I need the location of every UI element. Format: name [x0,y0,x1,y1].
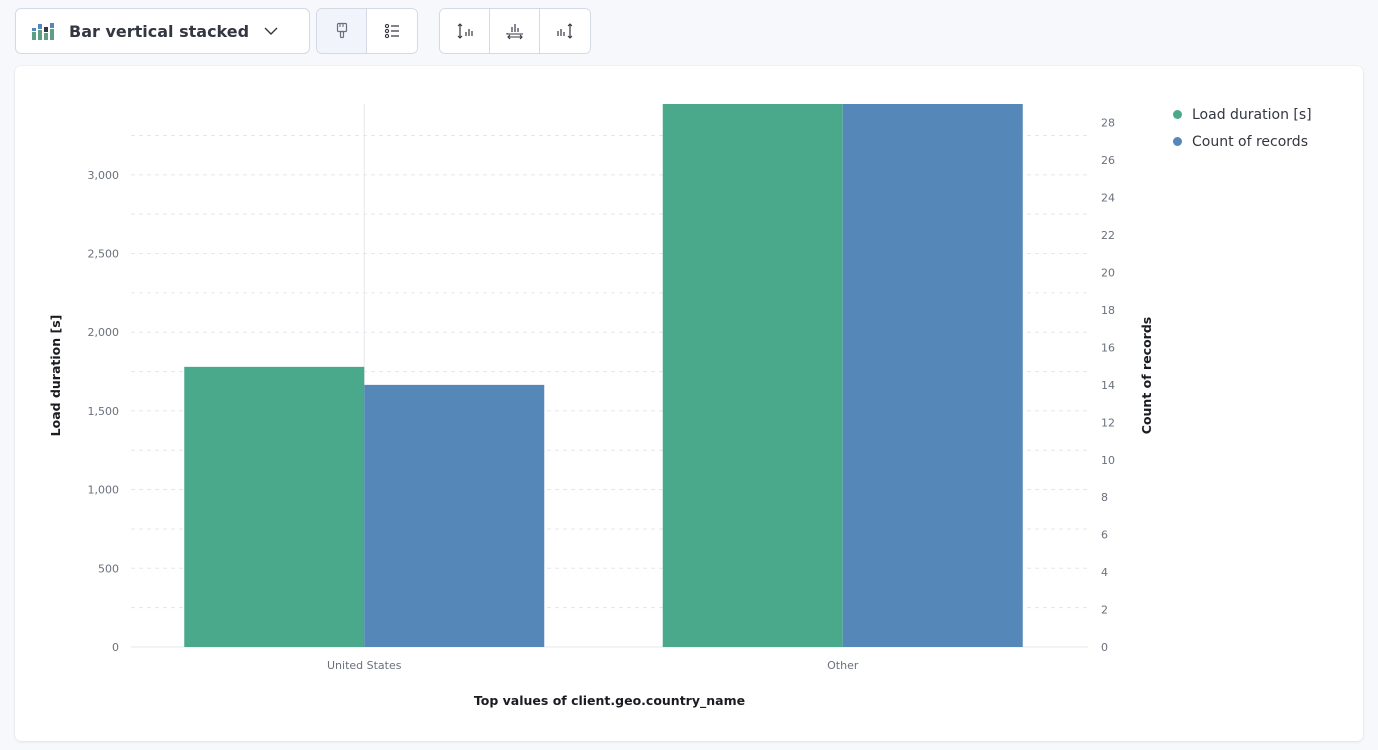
bottom-axis-icon [505,22,525,40]
bar-load-duration-s--united-states [184,366,365,647]
y2-tick-label: 22 [1101,229,1115,242]
legend-label: Load duration [s] [1192,106,1312,123]
legend-label: Count of records [1192,133,1308,150]
chart-type-label: Bar vertical stacked [69,21,250,41]
bar-count-of-records-other [842,104,1023,647]
y2-tick-label: 0 [1101,641,1108,654]
legend-dot [1173,137,1182,146]
y2-tick-label: 10 [1101,454,1115,467]
bar-load-duration-s--other [662,104,843,647]
chevron-down-icon [263,26,279,36]
y2-tick-label: 28 [1101,117,1115,130]
y2-tick-label: 24 [1101,192,1115,205]
left-axis-button[interactable] [440,9,490,53]
chart-svg: United States Other 0 500 1,000 1,500 2,000 2,5… [48,104,1154,709]
axis-options-group [439,8,591,54]
legend-item-load-duration[interactable]: Load duration [s] [1173,101,1312,128]
y2-tick-label: 20 [1101,267,1115,280]
left-axis-icon [456,22,474,40]
display-options-group [316,8,418,54]
y-tick-label: 1,000 [88,484,120,497]
y2-tick-label: 16 [1101,341,1115,354]
bar-vertical-stacked-icon [31,21,59,41]
y2-tick-label: 2 [1101,604,1108,617]
y-tick-label: 0 [112,641,119,654]
chart-legend: Load duration [s] Count of records [1173,101,1312,155]
chart-type-dropdown[interactable]: Bar vertical stacked [15,8,310,54]
bottom-axis-button[interactable] [490,9,540,53]
legend-item-count-of-records[interactable]: Count of records [1173,128,1312,155]
y-tick-label: 2,500 [88,248,120,261]
y2-tick-label: 18 [1101,304,1115,317]
visual-options-button[interactable] [317,9,367,53]
legend-button[interactable] [367,9,417,53]
y2-tick-label: 26 [1101,154,1115,167]
right-axis-icon [556,22,574,40]
x-tick-label: United States [327,659,402,672]
legend-list-icon [384,22,400,40]
y-axis-title: Load duration [s] [48,315,63,437]
x-axis-title: Top values of client.geo.country_name [474,693,745,709]
legend-dot [1173,110,1182,119]
right-axis-button[interactable] [540,9,590,53]
y2-axis-title: Count of records [1139,317,1154,434]
chart-panel: United States Other 0 500 1,000 1,500 2,000 2,5… [15,66,1363,741]
y-tick-label: 2,000 [88,326,120,339]
x-tick-label: Other [827,659,859,672]
y2-tick-label: 12 [1101,416,1115,429]
bar-count-of-records-united-states [364,384,545,647]
y-tick-label: 3,000 [88,169,120,182]
y2-tick-label: 14 [1101,379,1115,392]
y-tick-label: 500 [98,562,119,575]
y2-tick-label: 8 [1101,491,1108,504]
y2-tick-label: 6 [1101,529,1108,542]
y2-tick-label: 4 [1101,566,1108,579]
toolbar: Bar vertical stacked [15,7,591,55]
y-tick-label: 1,500 [88,405,120,418]
paintbrush-icon [335,22,349,40]
